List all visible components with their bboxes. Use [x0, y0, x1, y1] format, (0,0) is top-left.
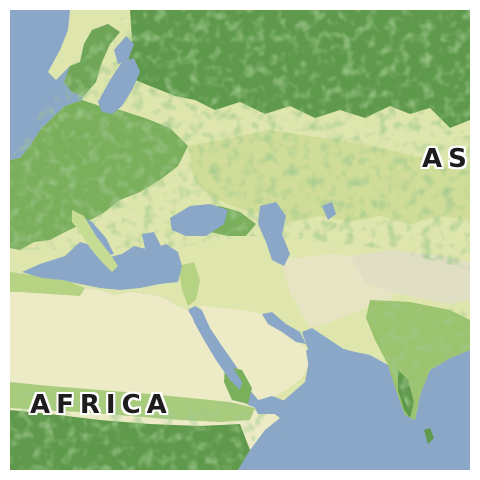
gulf-of-aden [252, 396, 288, 414]
mediterranean-sea [22, 242, 182, 290]
maghreb-strip [10, 272, 85, 296]
water-bodies [22, 36, 470, 470]
arabian-sea [270, 348, 404, 470]
italy-peninsula [72, 210, 118, 272]
aegean-sea [142, 232, 162, 260]
baltic-sea [98, 58, 140, 114]
red-sea [190, 308, 242, 390]
gulf-of-bothnia [114, 36, 134, 64]
map-viewport[interactable]: AFRICA AS [10, 10, 470, 470]
himalaya-range [350, 250, 470, 304]
levant-strip [178, 262, 200, 306]
aral-sea [322, 202, 336, 220]
map-canvas [10, 10, 470, 470]
bay-of-bengal [410, 354, 470, 470]
sri-lanka [424, 428, 434, 444]
persian-gulf [262, 312, 306, 344]
caspian-sea [258, 202, 290, 266]
black-sea [170, 204, 228, 236]
